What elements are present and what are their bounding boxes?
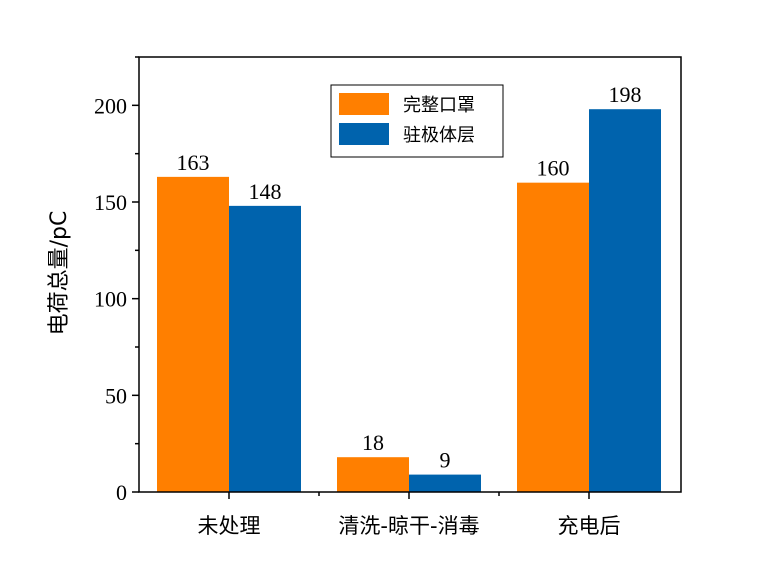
data-label-1-1: 163 <box>177 150 210 175</box>
y-axis-title: 电荷总量/pC <box>47 211 72 336</box>
data-label-2-2: 9 <box>440 448 451 473</box>
bar-1-1 <box>157 176 229 492</box>
y-tick-label-100: 100 <box>94 287 127 312</box>
y-tick-label-0: 0 <box>116 480 127 505</box>
data-labels-group: 163 148 18 9 160 198 <box>177 82 642 472</box>
data-label-2-1: 148 <box>249 179 282 204</box>
y-tick-label-200: 200 <box>94 93 127 118</box>
bars-group <box>157 109 661 492</box>
plot-frame <box>138 56 682 493</box>
bar-1-2 <box>337 457 409 492</box>
y-tick-label-50: 50 <box>105 383 127 408</box>
bar-2-2 <box>409 474 481 492</box>
y-tick-label-150: 150 <box>94 190 127 215</box>
legend-swatch-2 <box>339 123 389 145</box>
legend-label-2: 驻极体层 <box>403 125 475 146</box>
legend-label-1: 完整口罩 <box>403 95 475 116</box>
x-tick-label-3: 充电后 <box>558 514 621 538</box>
x-tick-label-2: 清洗-晾干-消毒 <box>338 514 479 538</box>
legend-swatch-1 <box>339 93 389 115</box>
data-label-1-3: 160 <box>537 156 570 181</box>
data-label-1-2: 18 <box>362 430 384 455</box>
data-label-2-3: 198 <box>609 82 642 107</box>
bar-1-3 <box>517 182 589 492</box>
bar-2-1 <box>229 205 301 492</box>
bar-2-3 <box>589 109 661 492</box>
axes-group: 0 50 100 150 200 未处理 清洗-晾干-消毒 充电后 <box>94 56 682 538</box>
x-tick-label-1: 未处理 <box>198 514 261 538</box>
